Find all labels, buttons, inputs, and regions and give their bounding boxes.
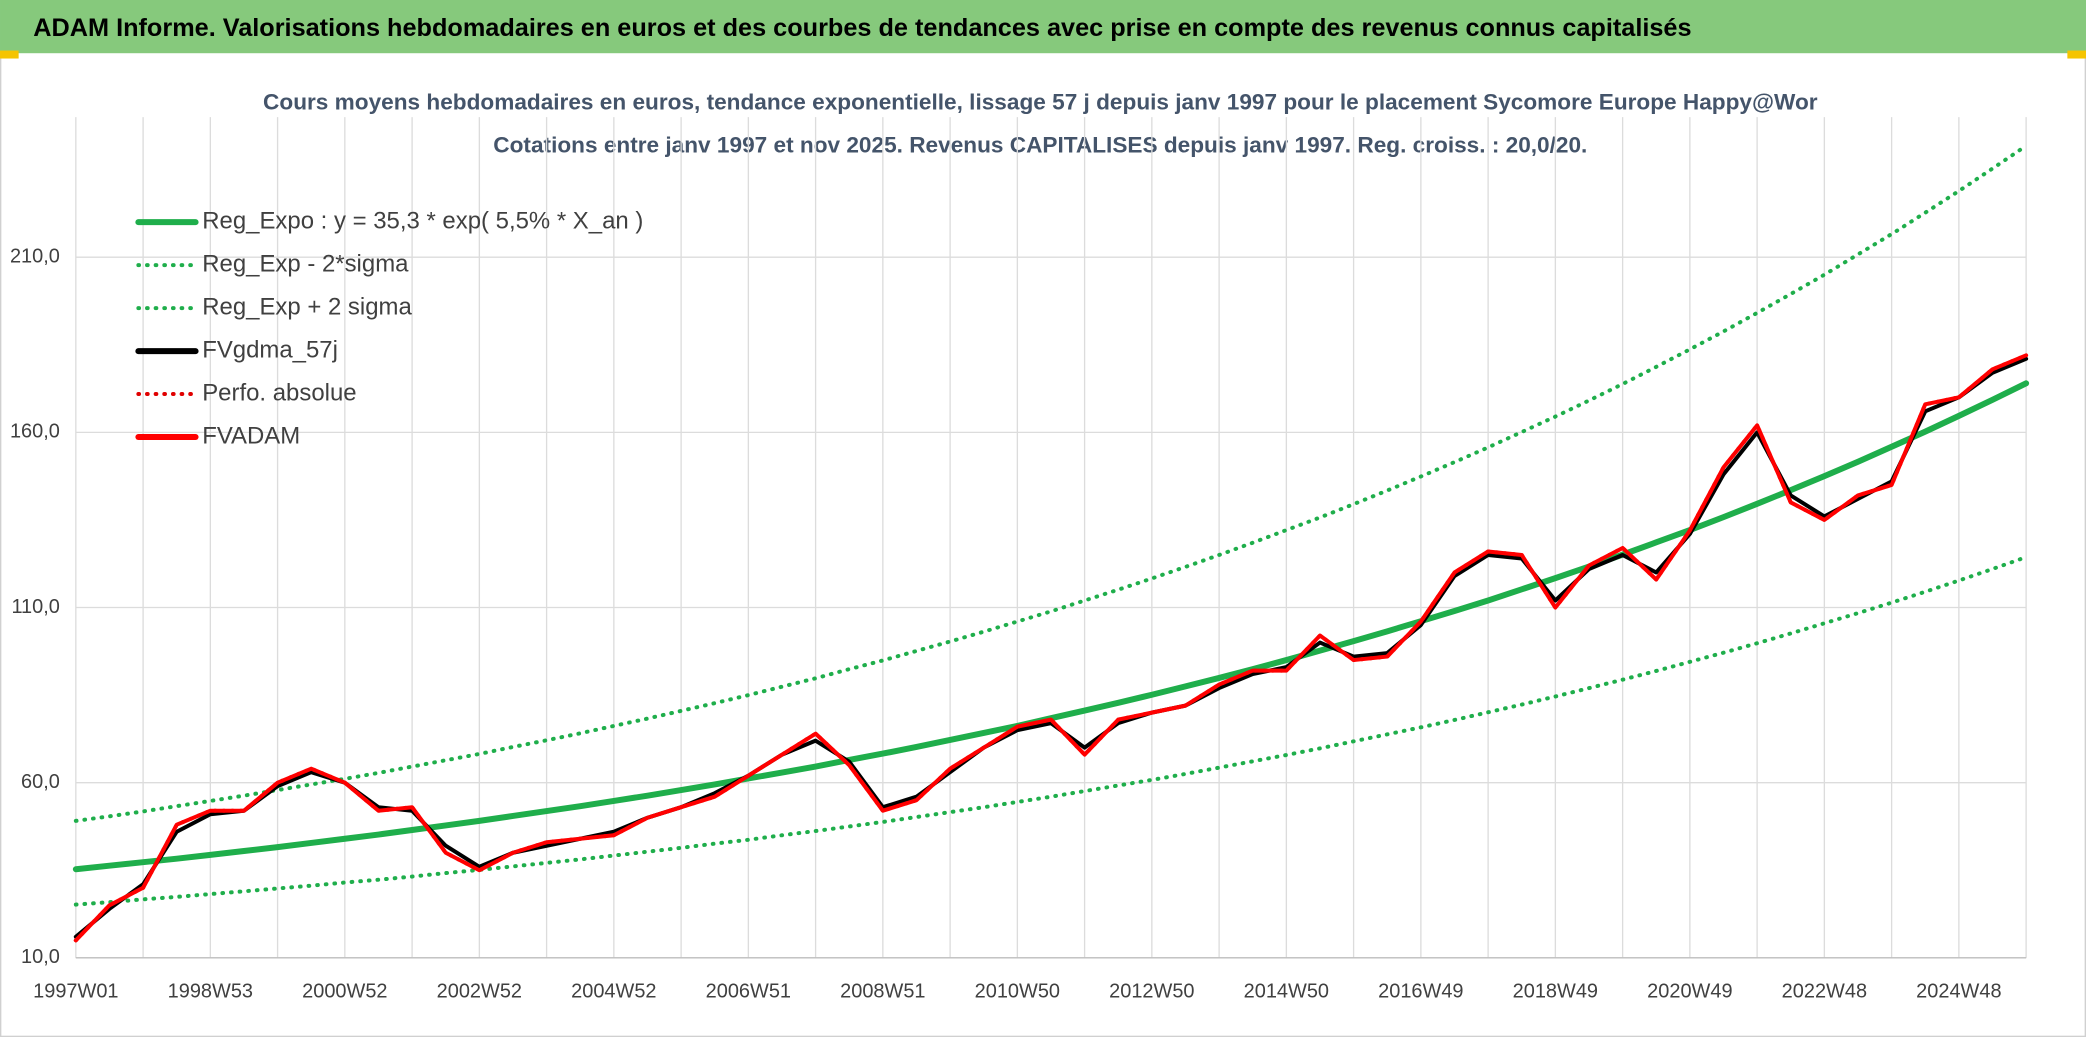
- corner-accent: [2067, 50, 2086, 59]
- x-tick-label: 1997W01: [33, 981, 118, 1003]
- y-tick-label: 60,0: [21, 771, 60, 793]
- x-tick-label: 2018W49: [1513, 981, 1598, 1003]
- chart-title: Cours moyens hebdomadaires en euros, ten…: [263, 90, 1818, 115]
- legend-label: Reg_Expo : y = 35,3 * exp( 5,5% * X_an ): [202, 207, 643, 234]
- y-tick-label: 110,0: [11, 596, 59, 618]
- x-tick-label: 2022W48: [1782, 981, 1867, 1003]
- y-tick-label: 10,0: [21, 946, 60, 968]
- series-line: [73, 353, 2029, 943]
- legend: Reg_Expo : y = 35,3 * exp( 5,5% * X_an )…: [135, 207, 643, 449]
- x-tick-label: 2006W51: [706, 981, 791, 1003]
- plot-area: [72, 143, 2030, 943]
- x-tick-label: 2012W50: [1109, 981, 1194, 1003]
- x-tick-label: 2002W52: [437, 981, 522, 1003]
- header-bar: [0, 0, 2086, 54]
- axes: 10,0 60,0 110,0 160,0 210,0 1997W01 1998W53 200…: [10, 245, 2027, 1003]
- legend-label: FVgdma_57j: [202, 336, 338, 363]
- corner-accent: [0, 50, 19, 59]
- y-tick-label: 210,0: [10, 245, 60, 267]
- x-tick-label: 2000W52: [302, 981, 387, 1003]
- legend-label: Reg_Exp - 2*sigma: [202, 250, 409, 277]
- x-tick-label: 2010W50: [975, 981, 1060, 1003]
- legend-label: Perfo. absolue: [202, 379, 356, 406]
- x-tick-label: 2024W48: [1916, 981, 2001, 1003]
- x-tick-label: 2016W49: [1378, 981, 1463, 1003]
- x-tick-label: 2004W52: [571, 981, 656, 1003]
- legend-label: FVADAM: [202, 422, 300, 449]
- legend-label: Reg_Exp + 2 sigma: [202, 293, 412, 320]
- x-tick-label: 2014W50: [1244, 981, 1329, 1003]
- header-title: ADAM Informe. Valorisations hebdomadaire…: [33, 14, 1691, 42]
- grid: [75, 117, 2027, 959]
- x-tick-label: 2008W51: [840, 981, 925, 1003]
- y-tick-label: 160,0: [10, 421, 60, 443]
- x-tick-label: 1998W53: [168, 981, 253, 1003]
- series-line: [73, 143, 2029, 823]
- chart-subtitle: Cotations entre janv 1997 et nov 2025. R…: [493, 132, 1587, 157]
- x-tick-label: 2020W49: [1647, 981, 1732, 1003]
